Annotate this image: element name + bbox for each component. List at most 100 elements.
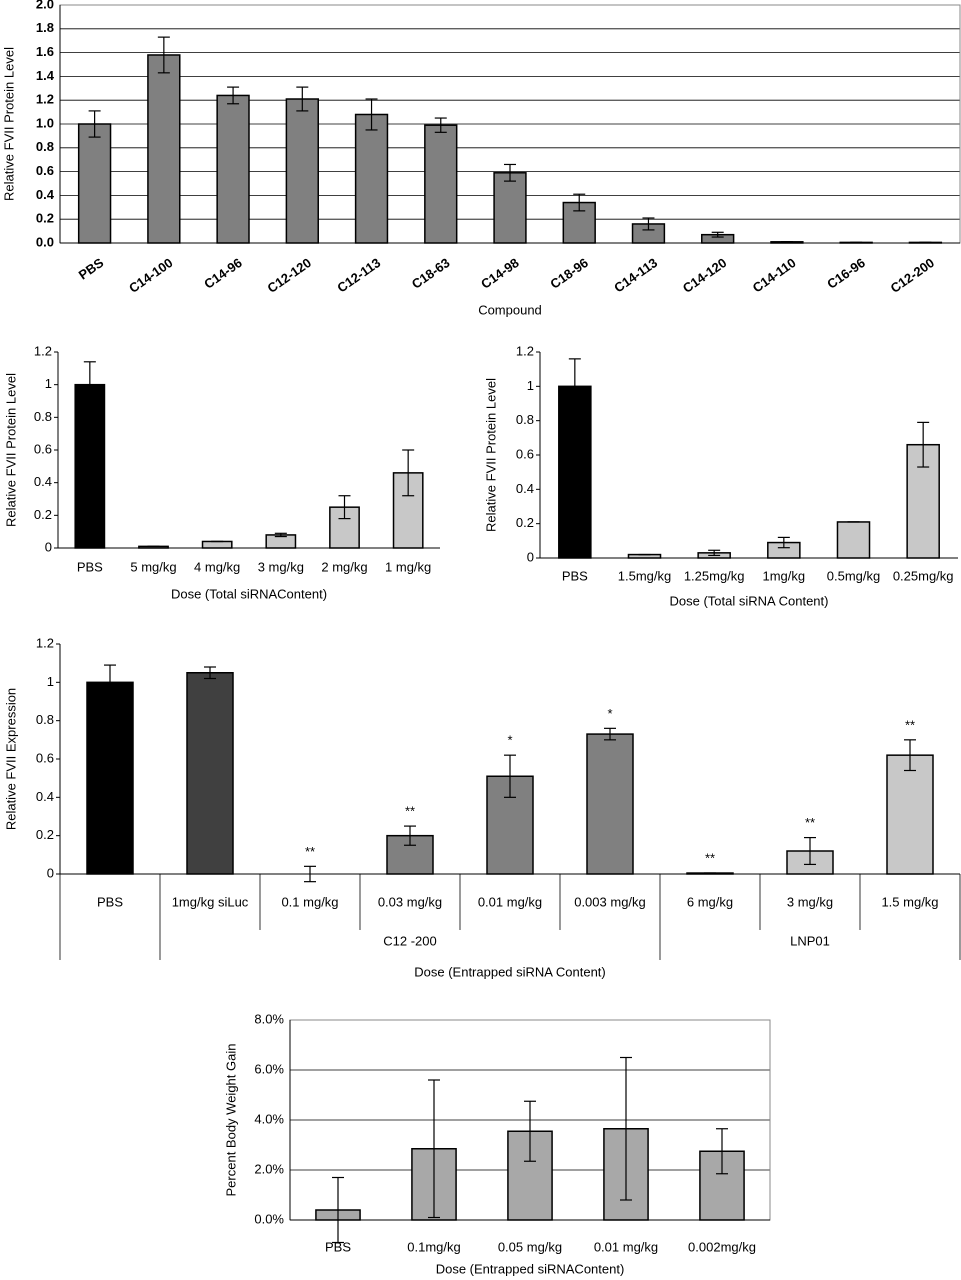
error-bar [604,727,616,741]
x-tick-label: C12-113 [334,255,383,295]
error-bar [642,217,655,231]
y-tick-label: 0.4 [516,481,534,496]
error-bar [620,1056,632,1201]
y-tick-label: 0.4 [34,474,52,489]
y-tick-label: 0.0% [254,1211,284,1226]
y-tick-label: 0.2 [516,515,534,530]
y-tick-label: 0 [527,549,534,564]
error-bar [296,86,309,112]
x-tick-label: 1.25mg/kg [684,568,745,583]
x-tick-label: 0.01 mg/kg [478,894,542,909]
bar [86,681,134,875]
y-tick-label: 1.2 [36,635,54,650]
y-tick-label: 1 [527,378,534,393]
error-bar [504,163,516,182]
x-tick-label: 2 mg/kg [321,559,367,574]
x-tick-label: C16-96 [824,255,868,292]
y-tick-label: 0 [47,865,54,880]
error-bar [917,421,930,468]
x-axis-title: Compound [478,302,542,317]
bar [424,124,458,244]
x-tick-label: 1mg/kg [763,568,806,583]
x-tick-label: C14-96 [201,255,245,292]
y-tick-label: 1.2 [516,343,534,358]
error-bar [204,666,216,680]
y-tick-label: 1 [45,376,52,391]
x-tick-label: C18-63 [409,255,453,292]
x-axis-title: Dose (Total siRNAContent) [171,586,327,601]
x-tick-label: 0.5mg/kg [827,568,880,583]
error-bar [227,86,240,105]
y-tick-label: 0.4 [36,789,54,804]
x-tick-label: PBS [325,1239,351,1254]
x-tick-label: 3 mg/kg [258,559,304,574]
group-label: C12 -200 [383,933,436,948]
error-bar [274,532,287,538]
y-axis-title: Relative FVII Protein Level [3,373,18,527]
x-tick-label: C14-120 [680,255,729,296]
error-bar [104,664,116,701]
error-bar [573,193,586,212]
bar [77,123,112,244]
x-tick-label: C14-98 [478,255,522,292]
bar [354,113,389,244]
error-bar [708,549,721,557]
y-axis-title: Relative FVII Expression [3,688,18,830]
error-bar [504,754,516,798]
x-tick-label: PBS [77,559,103,574]
bar [147,54,181,244]
y-tick-label: 0.4 [36,187,55,202]
y-tick-label: 0.0 [36,234,54,249]
y-tick-label: 1.2 [36,92,54,107]
error-bar [716,1128,728,1175]
bar [201,540,233,549]
bar [285,98,319,244]
significance-mark: * [507,733,512,748]
y-tick-label: 0.2 [36,211,54,226]
bar [74,383,106,549]
error-bar [568,358,581,415]
error-bar [157,36,170,74]
y-tick-label: 0.2 [34,507,52,522]
y-tick-label: 0.2 [36,827,54,842]
x-tick-label: 0.1mg/kg [407,1239,460,1254]
bar [216,94,250,244]
y-tick-label: 1.8 [36,20,54,35]
y-tick-label: 6.0% [254,1061,284,1076]
y-tick-label: 1 [47,674,54,689]
x-tick-label: 0.05 mg/kg [498,1239,562,1254]
y-tick-label: 0.8 [516,412,534,427]
y-tick-label: 0 [45,539,52,554]
significance-mark: ** [405,804,415,819]
y-axis-title: Relative FVII Protein Level [1,47,16,201]
y-tick-label: 1.2 [34,343,52,358]
y-tick-label: 8.0% [254,1011,284,1026]
x-axis-title: Dose (Total siRNA Content) [670,593,829,608]
x-tick-label: PBS [76,255,107,283]
x-tick-label: PBS [562,568,588,583]
x-tick-label: 4 mg/kg [194,559,240,574]
x-tick-label: 1 mg/kg [385,559,431,574]
y-tick-label: 0.8 [36,712,54,727]
x-tick-label: 6 mg/kg [687,894,733,909]
y-tick-label: 0.6 [516,446,534,461]
error-bar [804,836,816,866]
y-tick-label: 2.0 [36,0,54,11]
y-tick-label: 0.6 [36,163,54,178]
y-tick-label: 1.0 [36,115,54,130]
x-tick-label: 3 mg/kg [787,894,833,909]
x-tick-label: 1mg/kg siLuc [172,894,249,909]
error-bar [332,1176,344,1244]
x-tick-label: 1.5mg/kg [618,568,671,583]
bar [186,672,234,875]
y-tick-label: 0.6 [34,441,52,456]
bar [836,521,871,559]
error-bar [524,1100,536,1162]
error-bar [402,449,415,497]
x-tick-label: 0.003 mg/kg [574,894,646,909]
x-tick-label: PBS [97,894,123,909]
bar [586,733,634,875]
x-tick-label: 0.002mg/kg [688,1239,756,1254]
y-axis-title: Relative FVII Protein Level [483,378,498,532]
